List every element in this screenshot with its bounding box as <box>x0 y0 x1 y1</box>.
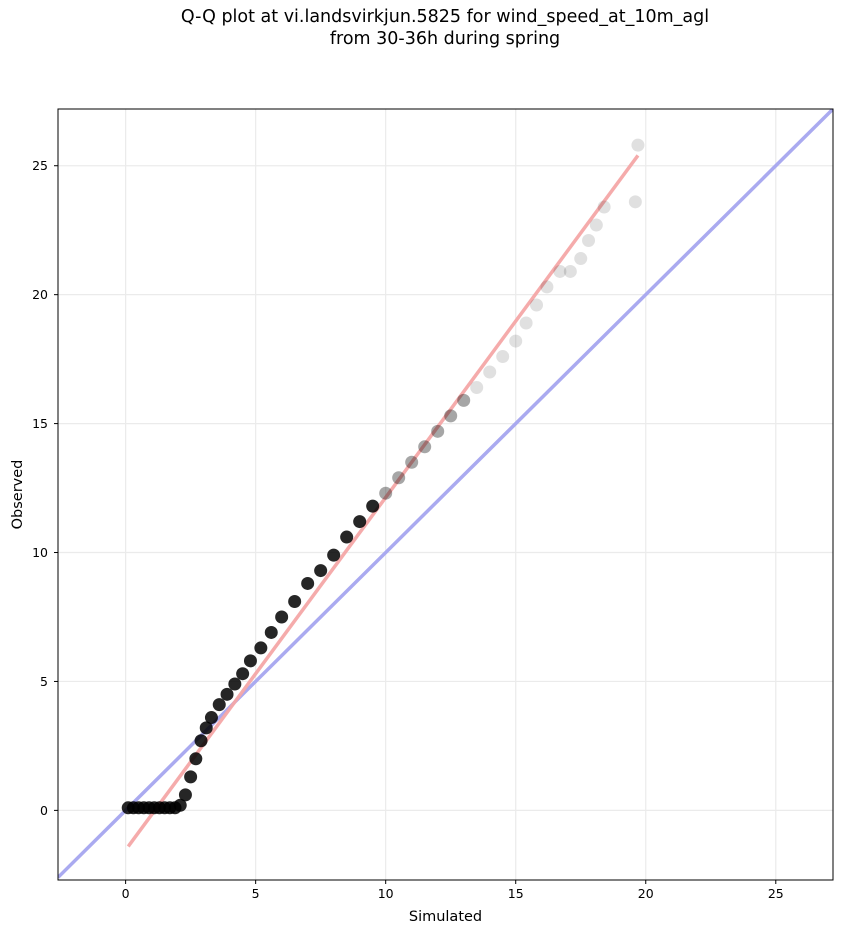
x-tick-label: 15 <box>508 886 524 901</box>
data-points <box>121 138 645 815</box>
data-point <box>220 687 234 701</box>
data-point <box>496 350 510 364</box>
data-point <box>184 770 198 784</box>
data-point <box>178 788 192 802</box>
data-point <box>589 218 603 232</box>
data-point <box>530 298 544 312</box>
data-point <box>597 200 611 214</box>
y-tick-label: 5 <box>40 674 48 689</box>
x-tick-label: 0 <box>122 886 130 901</box>
data-point <box>392 471 406 485</box>
y-tick-label: 25 <box>32 158 48 173</box>
data-point <box>204 711 218 725</box>
data-point <box>563 264 577 278</box>
data-point <box>418 440 432 454</box>
x-tick-label: 20 <box>638 886 654 901</box>
data-point <box>288 595 302 609</box>
plot-frame <box>57 108 834 881</box>
data-point <box>483 365 497 379</box>
data-point <box>628 195 642 209</box>
data-point <box>254 641 268 655</box>
data-point <box>470 380 484 394</box>
data-point <box>405 455 419 469</box>
data-point <box>631 138 645 152</box>
data-point <box>236 667 250 681</box>
reference-line-layer <box>58 109 833 879</box>
grid <box>58 109 833 880</box>
x-tick-label: 10 <box>378 886 394 901</box>
data-point <box>243 654 257 668</box>
x-axis-ticks: 0 5 10 15 20 25 <box>122 880 784 901</box>
data-point <box>314 564 328 578</box>
chart-title-line-2: from 30-36h during spring <box>329 29 561 49</box>
data-point <box>366 499 380 513</box>
chart-title-line-1: Q-Q plot at vi.landsvirkjun.5825 for win… <box>180 7 710 27</box>
data-point <box>189 752 203 766</box>
data-point <box>540 280 554 294</box>
y-tick-label: 0 <box>40 803 48 818</box>
data-point <box>553 264 567 278</box>
data-point <box>212 698 226 712</box>
y-tick-label: 10 <box>32 545 48 560</box>
y-axis-label: Observed <box>10 460 26 530</box>
data-point <box>327 548 341 562</box>
data-point <box>353 515 367 529</box>
data-point <box>444 409 458 423</box>
y-axis-ticks: 0 5 10 15 20 25 <box>32 158 58 818</box>
data-point <box>264 625 278 639</box>
chart-title: Q-Q plot at vi.landsvirkjun.5825 for win… <box>0 6 843 50</box>
data-point <box>340 530 354 544</box>
data-point <box>275 610 289 624</box>
data-point <box>431 424 445 438</box>
data-point <box>194 734 208 748</box>
data-point <box>173 798 187 812</box>
fit-line <box>126 154 640 848</box>
x-tick-label: 5 <box>252 886 260 901</box>
x-axis-label: Simulated <box>409 909 482 925</box>
y-tick-label: 20 <box>32 287 48 302</box>
data-point <box>379 486 393 500</box>
data-point <box>301 576 315 590</box>
fit-line-layer <box>126 154 640 848</box>
data-point <box>582 234 596 248</box>
data-point <box>509 334 523 348</box>
x-tick-label: 25 <box>768 886 784 901</box>
y-tick-label: 15 <box>32 416 48 431</box>
data-point <box>457 393 471 407</box>
data-point <box>228 677 242 691</box>
data-point <box>199 721 213 735</box>
reference-line <box>58 109 833 879</box>
data-point <box>519 316 533 330</box>
data-point <box>574 252 588 266</box>
